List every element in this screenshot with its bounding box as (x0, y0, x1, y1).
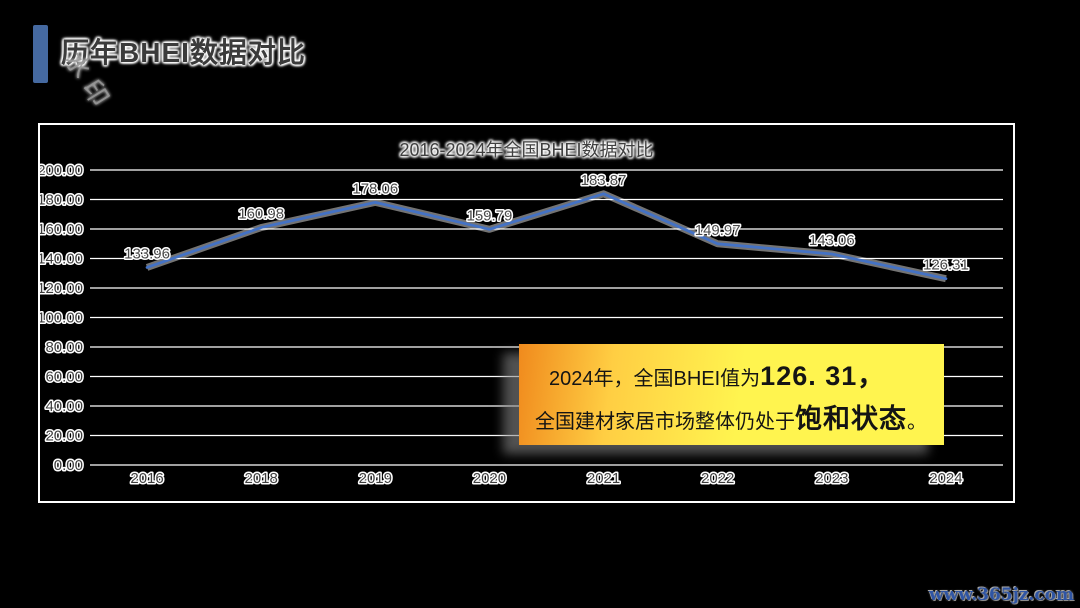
x-tick-label: 2020 (473, 470, 506, 487)
data-label: 159.79 (466, 207, 512, 224)
x-tick-label: 2016 (130, 470, 163, 487)
footer-watermark[interactable]: www.365jz.com (929, 585, 1074, 605)
x-tick-label: 2023 (815, 470, 848, 487)
y-tick-label: 180.00 (40, 192, 83, 209)
y-tick-label: 100.00 (40, 310, 83, 327)
y-tick-label: 40.00 (45, 398, 83, 415)
y-tick-label: 0.00 (54, 457, 83, 474)
y-tick-label: 120.00 (40, 280, 83, 297)
callout-box: 2024年，全国BHEI值为126. 31， 全国建材家居市场整体仍处于饱和状态… (519, 344, 944, 445)
data-label: 149.97 (695, 222, 741, 239)
data-label: 183.87 (581, 172, 627, 189)
x-tick-label: 2018 (245, 470, 278, 487)
y-tick-label: 20.00 (45, 428, 83, 445)
data-label: 160.98 (238, 206, 284, 223)
callout-line1-value: 126. 31 (760, 361, 858, 391)
chart-title: 2016-2024年全国BHEI数据对比 (399, 140, 654, 160)
y-tick-label: 160.00 (40, 221, 83, 238)
x-tick-label: 2021 (587, 470, 620, 487)
x-tick-label: 2022 (701, 470, 734, 487)
y-tick-label: 200.00 (40, 162, 83, 179)
data-label: 178.06 (352, 180, 398, 197)
y-tick-label: 140.00 (40, 251, 83, 268)
callout-line1-comma: ， (857, 361, 886, 391)
page-title: 历年BHEI数据对比 (61, 37, 306, 68)
data-label: 126.31 (923, 257, 969, 274)
y-tick-label: 80.00 (45, 339, 83, 356)
callout-line2-period: 。 (907, 411, 927, 433)
x-tick-label: 2019 (359, 470, 392, 487)
title-accent-bar (33, 25, 48, 83)
callout-line2-value: 饱和状态 (795, 404, 907, 434)
data-label: 133.96 (124, 245, 170, 262)
y-tick-label: 60.00 (45, 369, 83, 386)
x-tick-label: 2024 (929, 470, 962, 487)
callout-line1: 2024年，全国BHEI值为126. 31， (535, 354, 938, 393)
chart-frame: 2016-2024年全国BHEI数据对比 0.00 20.00 40.00 60.00… (38, 123, 1015, 503)
data-line (145, 192, 948, 281)
callout-line2-text: 全国建材家居市场整体仍处于 (535, 411, 795, 433)
data-label: 143.06 (809, 232, 855, 249)
callout-line1-text: 2024年，全国BHEI值为 (549, 368, 761, 390)
callout-line2: 全国建材家居市场整体仍处于饱和状态。 (535, 397, 938, 436)
